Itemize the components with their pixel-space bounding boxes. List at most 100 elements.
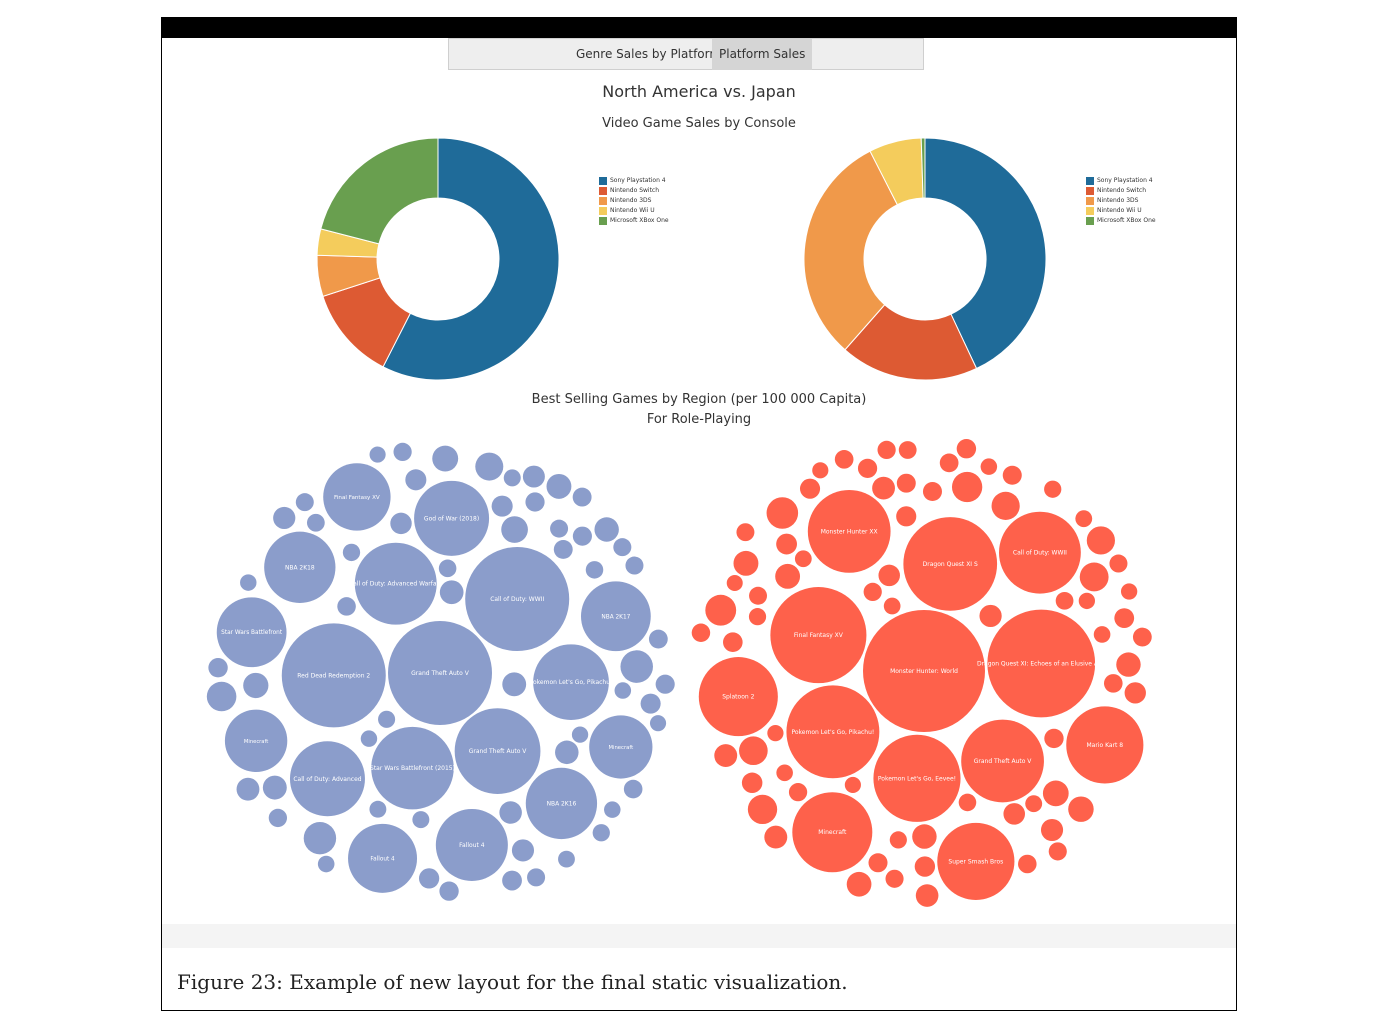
jp-bubble <box>1079 562 1109 592</box>
na-slice-4 <box>320 137 439 245</box>
na-bubble <box>592 824 610 842</box>
bubble-title: Best Selling Games by Region (per 100 00… <box>531 392 867 407</box>
jp-bubble-label: Splatoon 2 <box>722 694 754 701</box>
na-bubble <box>240 574 257 591</box>
jp-bubble <box>951 471 983 503</box>
na-bubble <box>585 561 604 579</box>
jp-bubble <box>786 685 880 779</box>
legend-swatch <box>599 206 607 215</box>
legend-swatch <box>1086 186 1094 195</box>
na-bubble <box>499 801 522 824</box>
na-bubble <box>613 538 632 557</box>
jp-bubble <box>903 517 998 611</box>
jp-bubble <box>776 764 793 782</box>
jp-bubble <box>914 856 936 877</box>
legend-item: Nintendo Wii U <box>599 206 669 216</box>
jp-donut <box>803 137 1047 381</box>
na-bubble <box>620 650 653 683</box>
na-bubble <box>289 741 365 817</box>
jp-bubble <box>877 440 896 460</box>
jp-slice-1 <box>844 304 978 381</box>
jp-bubble <box>896 473 916 493</box>
na-bubble <box>224 709 288 773</box>
na-bubble <box>572 487 592 507</box>
na-bubble <box>553 539 573 559</box>
na-bubble <box>243 672 269 699</box>
jp-bubble-label: Dragon Quest XI S <box>923 561 978 568</box>
jp-bubble <box>915 884 939 907</box>
na-bubble <box>604 801 621 818</box>
na-bubble-chart: Grand Theft Auto V Red Dead Redemption 2 C… <box>206 442 675 901</box>
na-bubble <box>503 469 521 487</box>
na-bubble <box>317 855 335 873</box>
na-bubble <box>412 811 430 829</box>
na-bubble <box>369 800 387 818</box>
na-bubble <box>589 715 653 779</box>
bottom-band <box>162 924 1236 948</box>
jp-bubble <box>698 657 778 737</box>
jp-bubble <box>958 793 977 812</box>
jp-bubble-label: Minecraft <box>818 829 847 836</box>
jp-bubble <box>1025 795 1043 813</box>
na-bubble <box>525 767 598 840</box>
legend-item: Nintendo Wii U <box>1086 206 1156 216</box>
jp-bubble <box>714 744 738 768</box>
jp-bubble <box>912 824 937 849</box>
jp-slice-4 <box>920 137 926 199</box>
na-bubble <box>432 445 459 472</box>
jp-bubble <box>799 478 821 499</box>
na-bubble <box>371 726 454 810</box>
jp-bubble <box>857 458 878 478</box>
na-bubble <box>206 681 237 712</box>
na-bubble-label: Fallout 4 <box>459 842 485 849</box>
jp-bubble <box>1120 583 1138 600</box>
tab-platform-sales[interactable]: Platform Sales <box>712 39 813 70</box>
jp-bubble-label: Monster Hunter XX <box>821 528 878 535</box>
jp-bubble <box>741 772 763 794</box>
na-bubble <box>623 779 643 799</box>
jp-bubble-label: Monster Hunter: World <box>890 668 958 675</box>
legend-item: Nintendo Switch <box>599 186 669 196</box>
na-bubble <box>465 547 570 652</box>
jp-bubble-label: Mario Kart 8 <box>1087 742 1124 749</box>
page-title: North America vs. Japan <box>602 82 796 101</box>
legend-item: Microsoft XBox One <box>1086 216 1156 226</box>
jp-bubble <box>794 550 812 568</box>
tab-genre-sales[interactable]: Genre Sales by Platform <box>576 47 722 61</box>
jp-bubble <box>1124 682 1146 704</box>
jp-bubble <box>885 869 904 888</box>
na-bubble <box>438 559 457 578</box>
legend-swatch <box>599 196 607 205</box>
jp-bubble <box>739 736 768 766</box>
jp-bubble-label: Dragon Quest XI: Echoes of an Elusive Ag… <box>977 661 1106 668</box>
jp-bubble <box>749 586 768 605</box>
jp-bubble <box>764 825 788 849</box>
legend-jp: Sony Playstation 4 Nintendo Switch Ninte… <box>1086 176 1156 226</box>
jp-bubble <box>1116 652 1141 677</box>
jp-bubble <box>961 719 1044 803</box>
na-bubble <box>208 658 228 678</box>
window-top-bar <box>162 18 1236 38</box>
bubble-subtitle: For Role-Playing <box>646 412 752 427</box>
na-bubble <box>648 629 668 649</box>
jp-bubble <box>691 623 711 643</box>
na-bubble <box>369 446 386 463</box>
na-bubble <box>525 492 545 512</box>
jp-bubble <box>770 587 867 684</box>
legend-swatch <box>1086 216 1094 225</box>
jp-bubble <box>868 853 888 873</box>
na-bubble <box>262 775 287 800</box>
na-bubble <box>594 517 619 542</box>
jp-bubble <box>747 794 778 825</box>
na-bubble-label: Red Dead Redemption 2 <box>297 672 370 679</box>
jp-slice-2 <box>803 150 898 351</box>
na-bubble <box>264 531 336 603</box>
na-bubble <box>295 493 314 512</box>
jp-bubble <box>863 610 985 732</box>
na-bubble <box>435 808 508 882</box>
jp-bubble <box>896 506 917 527</box>
na-bubble <box>323 463 391 531</box>
na-bubble <box>388 621 492 725</box>
legend-item: Nintendo Switch <box>1086 186 1156 196</box>
charts-canvas: Grand Theft Auto V Red Dead Redemption 2 C… <box>206 137 1152 907</box>
